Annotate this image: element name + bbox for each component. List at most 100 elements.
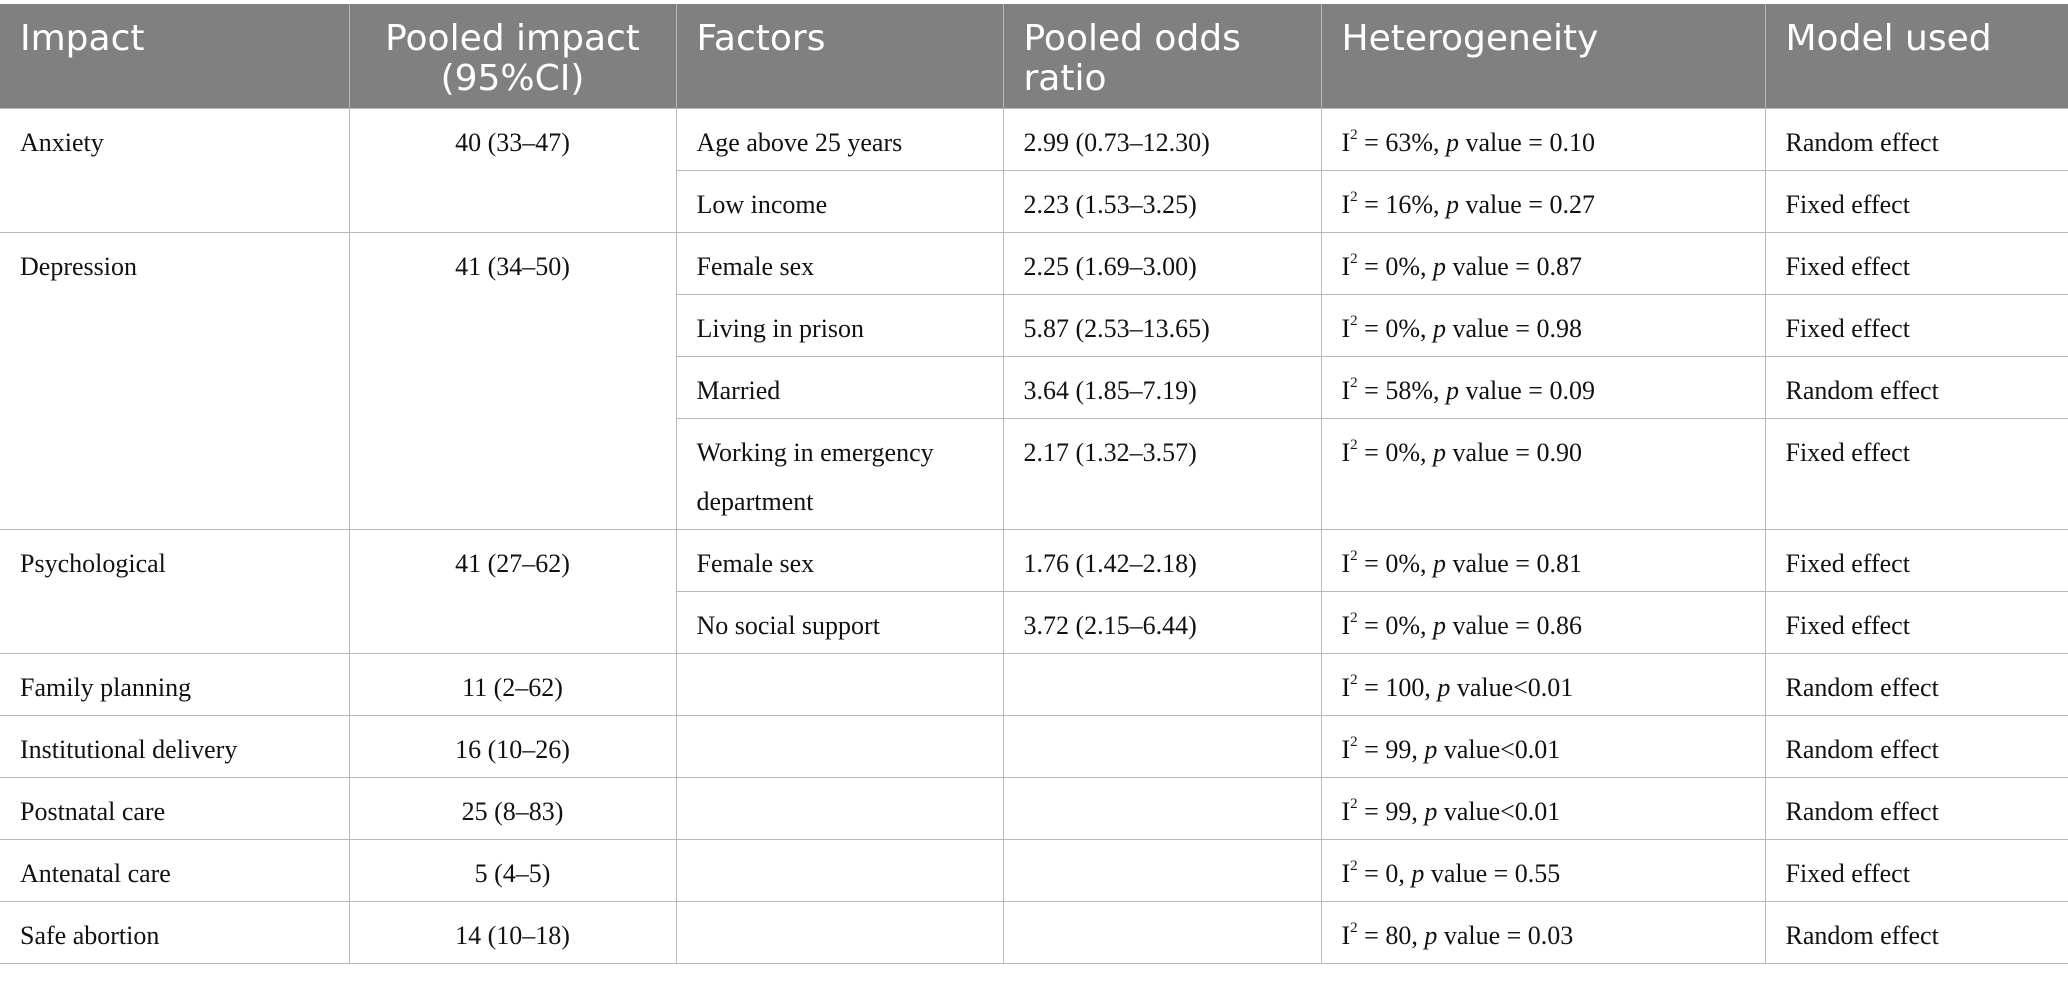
i-squared-value: = 0%, (1364, 438, 1427, 467)
i-squared-value: = 0%, (1364, 314, 1427, 343)
impact-cell: Family planning (0, 653, 350, 716)
i-squared-exponent: 2 (1350, 548, 1358, 564)
model-cell: Random effect (1764, 901, 2068, 964)
impact-cell: Institutional delivery (0, 715, 350, 778)
p-value: value = 0.09 (1465, 376, 1595, 405)
odds-ratio-cell: 2.25 (1.69–3.00) (1002, 232, 1322, 295)
table-row: Family planning 11 (2–62) I2 = 100, p valu… (0, 653, 2068, 716)
pooled-impact-cell: 41 (34–50) (348, 232, 677, 530)
model-cell: Random effect (1764, 715, 2068, 778)
i-squared-value: = 99, (1364, 735, 1418, 764)
odds-ratio-cell: 2.23 (1.53–3.25) (1002, 170, 1322, 233)
pooled-impact-cell: 5 (4–5) (348, 839, 677, 902)
i-squared-exponent: 2 (1350, 672, 1358, 688)
heterogeneity-cell: I2 = 100, p value<0.01 (1320, 653, 1766, 716)
table-row: Low income 2.23 (1.53–3.25) I2 = 16%, p va… (0, 170, 2068, 233)
p-value: value = 0.98 (1452, 314, 1582, 343)
i-squared-exponent: 2 (1350, 375, 1358, 391)
p-letter: p (1446, 128, 1459, 157)
i-squared-exponent: 2 (1350, 920, 1358, 936)
odds-ratio-cell: 2.17 (1.32–3.57) (1002, 418, 1322, 530)
factor-cell: Female sex (675, 529, 1004, 592)
model-cell: Fixed effect (1764, 232, 2068, 295)
factor-cell: Living in prison (676, 294, 1004, 357)
impact-cell: Depression (0, 232, 350, 530)
i-squared-value: = 63%, (1364, 128, 1440, 157)
i-squared-exponent: 2 (1350, 796, 1358, 812)
model-cell: Fixed effect (1764, 839, 2068, 902)
factor-cell: Age above 25 years (675, 108, 1004, 171)
results-table: Impact Pooled impact (95%CI) Factors Poo… (0, 4, 2068, 964)
heterogeneity-cell: I2 = 99, p value<0.01 (1320, 715, 1766, 778)
odds-ratio-cell: 2.99 (0.73–12.30) (1002, 108, 1322, 171)
pooled-impact-cell: 11 (2–62) (348, 653, 677, 716)
model-cell: Fixed effect (1764, 591, 2068, 654)
factor-cell: Working in emergency department (676, 418, 1004, 530)
i-squared-exponent: 2 (1350, 858, 1358, 874)
p-letter: p (1433, 314, 1446, 343)
i-squared-exponent: 2 (1350, 734, 1358, 750)
heterogeneity-cell: I2 = 0, p value = 0.55 (1320, 839, 1766, 902)
model-cell: Fixed effect (1764, 294, 2068, 357)
heterogeneity-cell: I2 = 80, p value = 0.03 (1320, 901, 1766, 964)
factor-cell: Married (676, 356, 1004, 419)
heterogeneity-cell: I2 = 99, p value<0.01 (1320, 777, 1766, 840)
model-cell: Fixed effect (1764, 418, 2068, 530)
i-squared-value: = 0%, (1364, 549, 1427, 578)
p-value: value<0.01 (1443, 735, 1561, 764)
p-letter: p (1437, 673, 1451, 702)
header-heterogeneity: Heterogeneity (1321, 4, 1766, 109)
factor-cell: Low income (676, 170, 1004, 233)
i-squared-exponent: 2 (1350, 610, 1358, 626)
table-row: Depression 41 (34–50) Female sex 2.25 (1.69… (0, 232, 2068, 530)
factor-cell (675, 901, 1004, 964)
heterogeneity-cell: I2 = 0%, p value = 0.81 (1320, 529, 1766, 592)
model-cell: Fixed effect (1764, 170, 2068, 233)
p-value: value = 0.81 (1452, 549, 1582, 578)
factor-cell: No social support (676, 591, 1004, 654)
table-row: No social support 3.72 (2.15–6.44) I2 = 0%… (0, 591, 2068, 654)
p-letter: p (1446, 190, 1459, 219)
i-squared-exponent: 2 (1350, 313, 1358, 329)
model-cell: Fixed effect (1764, 529, 2068, 592)
odds-ratio-cell (1002, 839, 1322, 902)
odds-ratio-cell: 1.76 (1.42–2.18) (1002, 529, 1322, 592)
heterogeneity-cell: I2 = 0%, p value = 0.90 (1320, 418, 1766, 530)
i-squared-value: = 58%, (1364, 376, 1440, 405)
i-squared-value: = 99, (1364, 797, 1418, 826)
pooled-impact-cell: 40 (33–47) (348, 108, 677, 233)
table-row: Institutional delivery 16 (10–26) I2 = 99,… (0, 715, 2068, 778)
odds-ratio-cell (1002, 715, 1322, 778)
pooled-impact-cell: 14 (10–18) (348, 901, 677, 964)
factor-cell (675, 715, 1004, 778)
p-letter: p (1446, 376, 1459, 405)
odds-ratio-cell (1002, 901, 1322, 964)
i-squared-exponent: 2 (1350, 127, 1358, 143)
odds-ratio-cell (1002, 777, 1322, 840)
table-row: Postnatal care 25 (8–83) I2 = 99, p value<… (0, 777, 2068, 840)
table-row: Safe abortion 14 (10–18) I2 = 80, p value … (0, 901, 2068, 964)
table-row: Anxiety 40 (33–47) Age above 25 years 2.99 … (0, 108, 2068, 233)
odds-ratio-cell: 3.64 (1.85–7.19) (1002, 356, 1322, 419)
table-row: Living in prison 5.87 (2.53–13.65) I2 = 0%… (0, 294, 2068, 357)
p-value: value = 0.27 (1465, 190, 1595, 219)
p-value: value = 0.90 (1452, 438, 1582, 467)
p-value: value<0.01 (1456, 673, 1574, 702)
p-letter: p (1433, 611, 1446, 640)
i-squared-value: = 0%, (1364, 252, 1427, 281)
heterogeneity-cell: I2 = 16%, p value = 0.27 (1320, 170, 1766, 233)
i-squared-value: = 0, (1364, 859, 1405, 888)
header-row: Impact Pooled impact (95%CI) Factors Poo… (0, 4, 2068, 109)
p-letter: p (1433, 252, 1446, 281)
impact-cell: Anxiety (0, 108, 350, 233)
odds-ratio-cell (1002, 653, 1322, 716)
p-value: value<0.01 (1443, 797, 1561, 826)
p-letter: p (1433, 438, 1446, 467)
odds-ratio-cell: 5.87 (2.53–13.65) (1002, 294, 1322, 357)
pooled-impact-cell: 25 (8–83) (348, 777, 677, 840)
impact-cell: Psychological (0, 529, 350, 654)
p-letter: p (1411, 859, 1425, 888)
factor-cell (675, 839, 1004, 902)
impact-cell: Safe abortion (0, 901, 350, 964)
p-value: value = 0.87 (1452, 252, 1582, 281)
